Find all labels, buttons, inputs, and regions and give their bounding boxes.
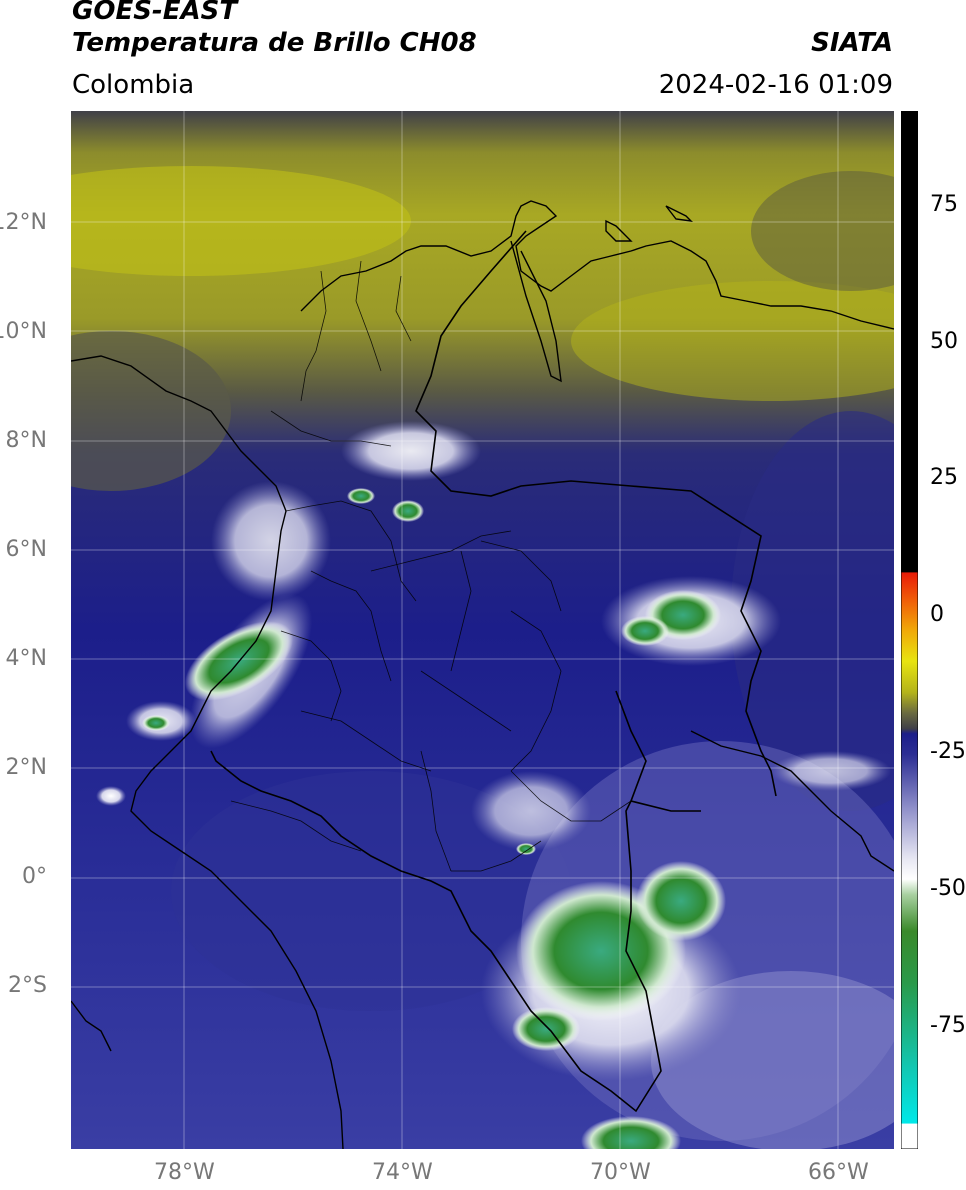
colorbar-tick-label: -75	[930, 1013, 966, 1038]
agency-label: SIATA	[811, 28, 893, 58]
coastline	[71, 200, 894, 1149]
satellite-title: GOES-EAST	[72, 0, 238, 26]
lat-tick-label: 4°N	[5, 646, 47, 671]
lon-tick-label: 74°W	[372, 1160, 433, 1185]
lon-tick-label: 78°W	[154, 1160, 215, 1185]
lat-tick-label: 0°	[22, 864, 47, 889]
lat-tick-label: 6°N	[5, 537, 47, 562]
colorbar-tick-label: 0	[930, 602, 944, 627]
gridlines	[71, 111, 894, 1149]
datetime-label: 2024-02-16 01:09	[658, 70, 893, 100]
colorbar-tick-label: 25	[930, 465, 958, 490]
product-title: Temperatura de Brillo CH08	[72, 28, 477, 58]
satellite-map[interactable]	[71, 111, 894, 1149]
department-borders	[230, 260, 632, 872]
region-label: Colombia	[72, 70, 195, 100]
country-borders	[210, 230, 777, 1113]
lat-tick-label: 12°N	[0, 210, 47, 235]
lat-tick-label: 2°N	[5, 755, 47, 780]
lat-tick-label: 2°S	[8, 973, 47, 998]
lon-tick-label: 70°W	[590, 1160, 651, 1185]
colorbar-tick-label: 75	[930, 192, 958, 217]
colorbar-tick-label: -50	[930, 876, 966, 901]
lat-tick-label: 8°N	[5, 428, 47, 453]
colorbar-tick-label: -25	[930, 739, 966, 764]
lat-tick-label: 10°N	[0, 319, 47, 344]
colorbar-tick-label: 50	[930, 329, 958, 354]
lon-tick-label: 66°W	[808, 1160, 869, 1185]
colorbar	[901, 111, 918, 1149]
